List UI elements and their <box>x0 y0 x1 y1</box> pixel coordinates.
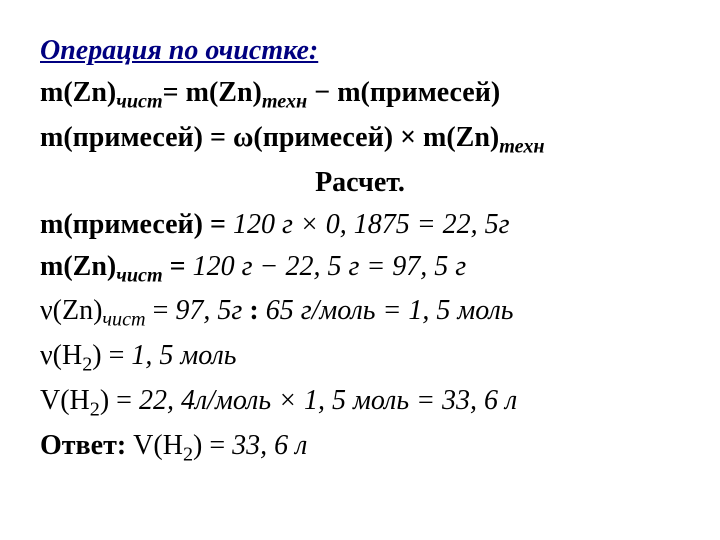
calc2-lhs-var: m(Zn) <box>40 251 116 282</box>
calc3-colon: : <box>242 295 265 326</box>
eq2-omega: ω <box>233 122 253 153</box>
calc-5: V(H2) = 22, 4л/моль × 1, 5 моль = 33, 6 … <box>40 380 680 425</box>
calc3-lhs-var: ν(Zn) <box>40 295 102 326</box>
eq1-rhs-a-sub: техн <box>262 91 307 113</box>
answer-var: V(H <box>133 430 183 461</box>
eq2-sub: техн <box>499 135 544 157</box>
eq1-rhs-a: m(Zn) <box>186 77 262 108</box>
eq1-rhs-b: m(примесей) <box>337 77 500 108</box>
answer-val: 33, 6 л <box>232 430 307 461</box>
answer-end: ) = <box>193 430 232 461</box>
calc3-lhs-sub: чист <box>102 309 145 331</box>
calc-4: ν(H2) = 1, 5 моль <box>40 335 680 380</box>
equation-1: m(Zn)чист= m(Zn)техн − m(примесей) <box>40 72 680 117</box>
calc1-rhs: 120 г × 0, 1875 = 22, 5г <box>233 209 510 240</box>
calc4-rhs: ) = <box>92 340 131 371</box>
calc2-rhs: 120 г − 22, 5 г = 97, 5 г <box>193 251 467 282</box>
calc5-lhs: V(H <box>40 385 90 416</box>
document-body: Операция по очистке: m(Zn)чист= m(Zn)тех… <box>0 0 720 500</box>
calc5-sub: 2 <box>90 399 100 421</box>
eq1-minus: − <box>307 77 337 108</box>
section-heading: Операция по очистке: <box>40 30 680 72</box>
calc2-lhs-sub: чист <box>116 264 162 286</box>
calc4-lhs: ν(H <box>40 340 82 371</box>
answer-line: Ответ: V(H2) = 33, 6 л <box>40 425 680 470</box>
eq1-lhs-var: m(Zn) <box>40 77 116 108</box>
calc3-eq: = <box>146 295 176 326</box>
answer-label: Ответ: <box>40 430 133 461</box>
eq1-eq: = <box>163 77 186 108</box>
calc5-val: 22, 4л/моль × 1, 5 моль = 33, 6 л <box>139 385 517 416</box>
calc5-rhs: ) = <box>100 385 139 416</box>
calc-3: ν(Zn)чист = 97, 5г : 65 г/моль = 1, 5 мо… <box>40 290 680 335</box>
eq2-lhs: m(примесей) = <box>40 122 233 153</box>
calc1-lhs: m(примесей) = <box>40 209 233 240</box>
equation-2: m(примесей) = ω(примесей) × m(Zn)техн <box>40 117 680 162</box>
calc4-sub: 2 <box>82 354 92 376</box>
answer-sub: 2 <box>183 444 193 466</box>
calc-2: m(Zn)чист = 120 г − 22, 5 г = 97, 5 г <box>40 246 680 291</box>
eq1-lhs-sub: чист <box>116 91 162 113</box>
calc3-rhs-b: 65 г/моль = 1, 5 моль <box>266 295 514 326</box>
calc-1: m(примесей) = 120 г × 0, 1875 = 22, 5г <box>40 204 680 246</box>
calc4-val: 1, 5 моль <box>131 340 236 371</box>
calc2-eq: = <box>163 251 193 282</box>
eq2-rhs: (примесей) × m(Zn) <box>253 122 499 153</box>
calc-title: Расчет. <box>40 162 680 204</box>
calc3-rhs-a: 97, 5г <box>175 295 242 326</box>
